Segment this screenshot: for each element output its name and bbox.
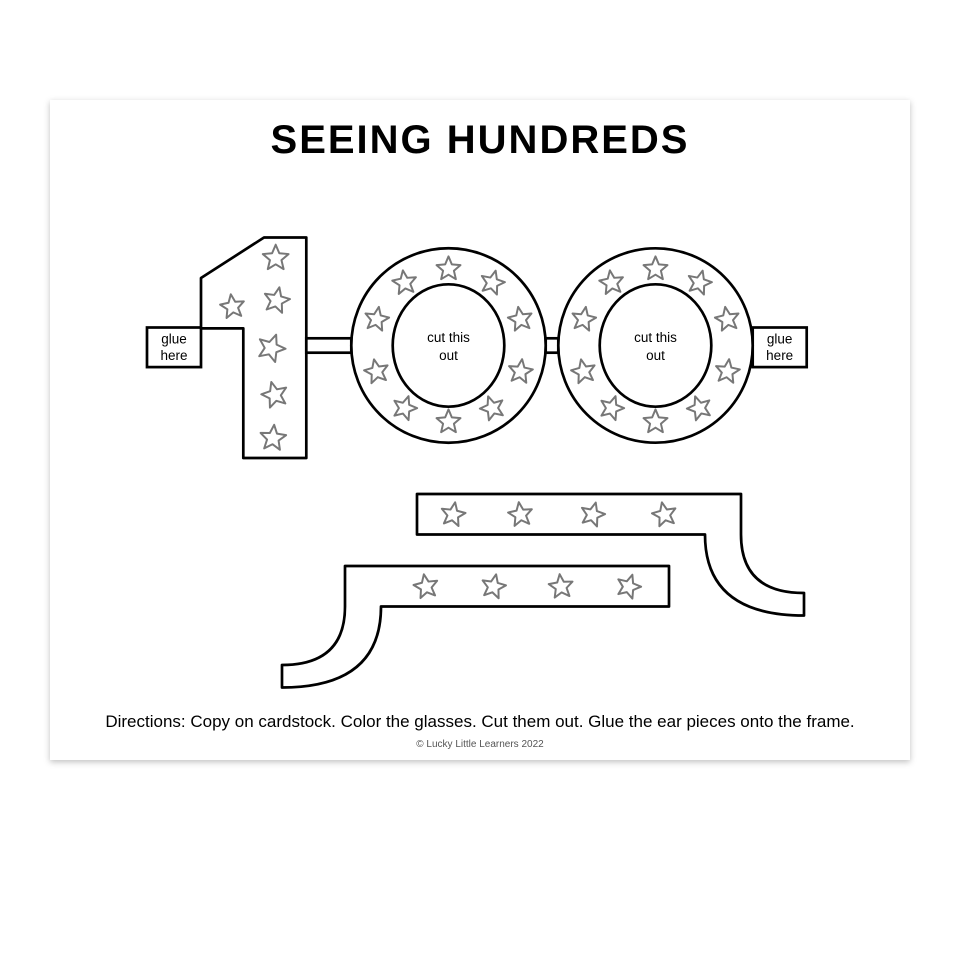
svg-text:out: out — [439, 348, 458, 363]
svg-text:here: here — [160, 348, 187, 363]
directions-text: Directions: Copy on cardstock. Color the… — [50, 712, 910, 732]
svg-text:glue: glue — [767, 332, 793, 347]
svg-text:cut this: cut this — [634, 330, 677, 345]
copyright-text: © Lucky Little Learners 2022 — [50, 739, 910, 750]
svg-text:here: here — [766, 348, 793, 363]
page-title: SEEING HUNDREDS — [50, 118, 910, 163]
glasses-diagram: gluehereglueherecut thisoutcut thisout — [50, 170, 910, 710]
svg-text:glue: glue — [161, 332, 187, 347]
worksheet-page: SEEING HUNDREDS gluehereglueherecut this… — [50, 100, 910, 760]
svg-text:cut this: cut this — [427, 330, 470, 345]
svg-text:out: out — [646, 348, 665, 363]
